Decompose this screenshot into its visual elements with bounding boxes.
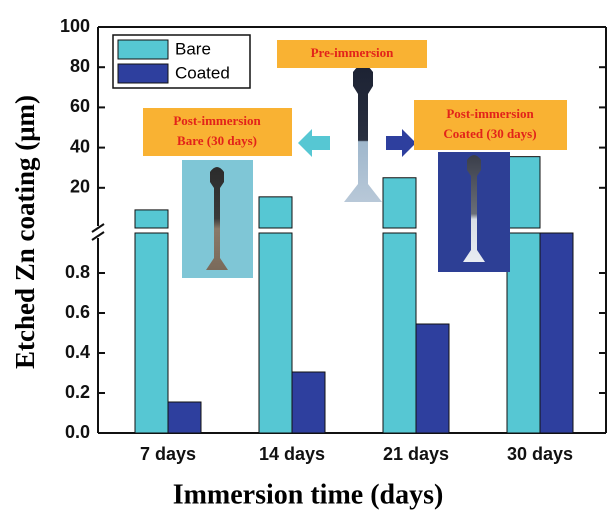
legend-label: Bare [175, 39, 211, 58]
pin [206, 167, 228, 270]
bar [258, 232, 293, 434]
annotation: Coated (30 days) [443, 126, 536, 141]
y-tick-label: 60 [70, 96, 90, 116]
annotation: Bare (30 days) [177, 133, 257, 148]
photos: Pre-immersion Post-immersion Bare (30 da… [143, 40, 567, 278]
annotation: Post-immersion [173, 113, 261, 128]
bar [167, 401, 202, 434]
bar [415, 323, 450, 434]
bar [291, 371, 326, 434]
bar [382, 232, 417, 434]
y-tick-label: 20 [70, 177, 90, 197]
bar [539, 232, 574, 434]
annotation: Pre-immersion [311, 45, 395, 60]
y-tick-label: 0.2 [65, 382, 90, 402]
y-tick-label: 0.6 [65, 302, 90, 322]
x-tick-label: 30 days [507, 444, 573, 464]
x-axis-label: Immersion time (days) [173, 479, 444, 510]
annotation: Post-immersion [446, 106, 534, 121]
y-tick-label: 40 [70, 136, 90, 156]
y-tick-label: 0.8 [65, 262, 90, 282]
bar [506, 232, 541, 434]
legend: Bare Coated [112, 34, 251, 89]
y-tick-label: 100 [60, 16, 90, 36]
y-tick-label: 0.0 [65, 422, 90, 442]
legend-swatch [117, 63, 169, 84]
y-tick-label: 0.4 [65, 342, 90, 362]
pin [344, 65, 382, 202]
x-tick-label: 7 days [140, 444, 196, 464]
legend-label: Coated [175, 63, 230, 82]
x-tick-label: 21 days [383, 444, 449, 464]
label-box [143, 108, 292, 156]
axis-break [91, 223, 105, 233]
bar [134, 232, 169, 434]
axis-break [91, 231, 105, 241]
bar [506, 156, 541, 229]
x-tick-label: 14 days [259, 444, 325, 464]
arrow-left [298, 129, 330, 157]
label-box [277, 40, 427, 68]
bars [134, 156, 574, 434]
y-tick-label: 80 [70, 56, 90, 76]
label-box [414, 100, 567, 150]
bar [382, 177, 417, 229]
pin [463, 155, 485, 262]
bar [134, 209, 169, 229]
arrow-right [386, 129, 416, 157]
legend-swatch [117, 39, 169, 60]
bar [258, 196, 293, 229]
y-axis-label: Etched Zn coating (μm) [10, 95, 40, 369]
